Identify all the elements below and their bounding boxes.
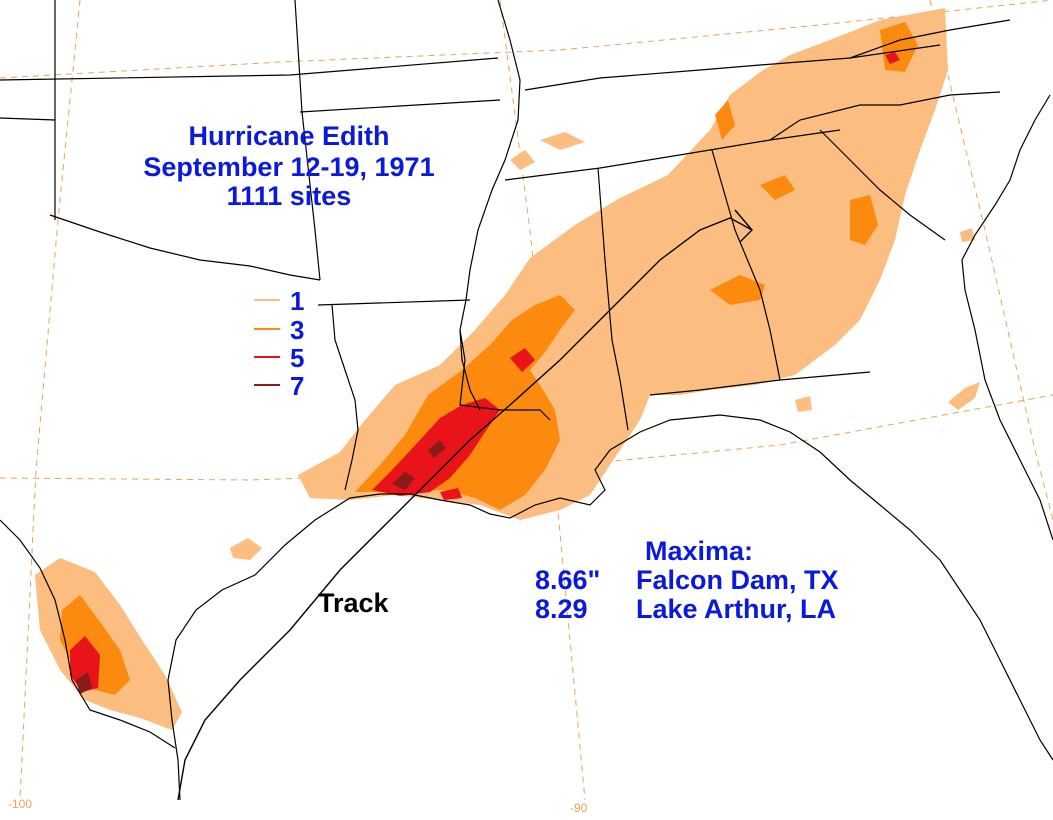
state-ms-al: [597, 167, 629, 431]
lon-label-90: -90: [570, 801, 588, 815]
state-ok-tx: [0, 117, 56, 220]
boundaries: [0, 0, 1053, 801]
legend-label-3: 3: [290, 315, 304, 345]
state-ar-mo: [299, 99, 501, 113]
title-line-1: Hurricane Edith: [188, 121, 389, 151]
rain-1in-spot-c: [540, 132, 585, 150]
rain-1in-spot-a: [230, 538, 262, 560]
rain-1in-spot-e: [795, 396, 812, 412]
state-ar-la: [317, 299, 471, 306]
state-ky-tn: [524, 44, 941, 91]
rainfall-contours: [35, 8, 980, 730]
meridian-80: [929, 0, 1053, 521]
legend-label-1: 1: [290, 286, 304, 316]
meridian-100: [19, 0, 81, 801]
map-title: Hurricane Edith September 12-19, 1971 11…: [143, 121, 434, 211]
rain-5in-tx: [70, 636, 100, 692]
maxima-location-1: Falcon Dam, TX: [636, 565, 839, 595]
mexico-border-river: [0, 519, 176, 749]
rain-7in-tx: [76, 672, 92, 694]
rain-7in-la2: [428, 440, 446, 458]
legend-label-5: 5: [290, 343, 304, 373]
state-ok-ar: [294, 0, 321, 281]
rain-1in-main: [298, 8, 948, 520]
state-al-ga: [711, 149, 781, 381]
state-ok-ks: [0, 57, 499, 81]
title-line-3: 1111 sites: [227, 181, 352, 211]
mississippi-river: [459, 0, 521, 411]
rain-3in-al: [710, 275, 765, 305]
state-tn: [504, 129, 841, 181]
state-nc-sc: [769, 91, 1001, 141]
rain-3in-sc: [715, 100, 735, 140]
maxima-value-1: 8.66": [535, 565, 600, 595]
maxima-location-2: Lake Arthur, LA: [636, 594, 836, 624]
atlantic-coast: [961, 94, 1053, 541]
rain-1in-spot-d: [948, 382, 980, 410]
gulf-coast: [167, 414, 1053, 801]
title-line-2: September 12-19, 1971: [143, 152, 434, 182]
maxima-panel: Maxima: 8.66" Falcon Dam, TX 8.29 Lake A…: [535, 536, 839, 624]
rain-3in-ga2: [760, 175, 795, 200]
state-fl-line: [649, 371, 871, 396]
rain-1in-spot-b: [510, 150, 535, 170]
red-river: [49, 214, 321, 281]
rain-3in-ga: [850, 195, 878, 245]
maxima-heading: Maxima:: [645, 536, 753, 566]
maxima-value-2: 8.29: [535, 594, 588, 624]
rain-1in-spot-f: [960, 228, 975, 242]
track-label: Track: [318, 588, 390, 618]
state-tx-la: [331, 304, 359, 491]
state-va: [849, 19, 1011, 59]
legend: 1 3 5 7: [254, 286, 304, 401]
storm-track: [177, 217, 753, 801]
legend-label-7: 7: [290, 371, 304, 401]
rain-7in-la: [392, 472, 415, 490]
lon-label-100: -100: [8, 797, 32, 811]
state-ga-sc: [819, 129, 946, 241]
state-la-ms: [459, 329, 551, 421]
track-arrowhead-icon: [734, 209, 753, 243]
rain-5in-ms: [510, 348, 535, 372]
rain-5in-nc: [885, 52, 900, 64]
rain-5in-coast: [440, 488, 462, 500]
